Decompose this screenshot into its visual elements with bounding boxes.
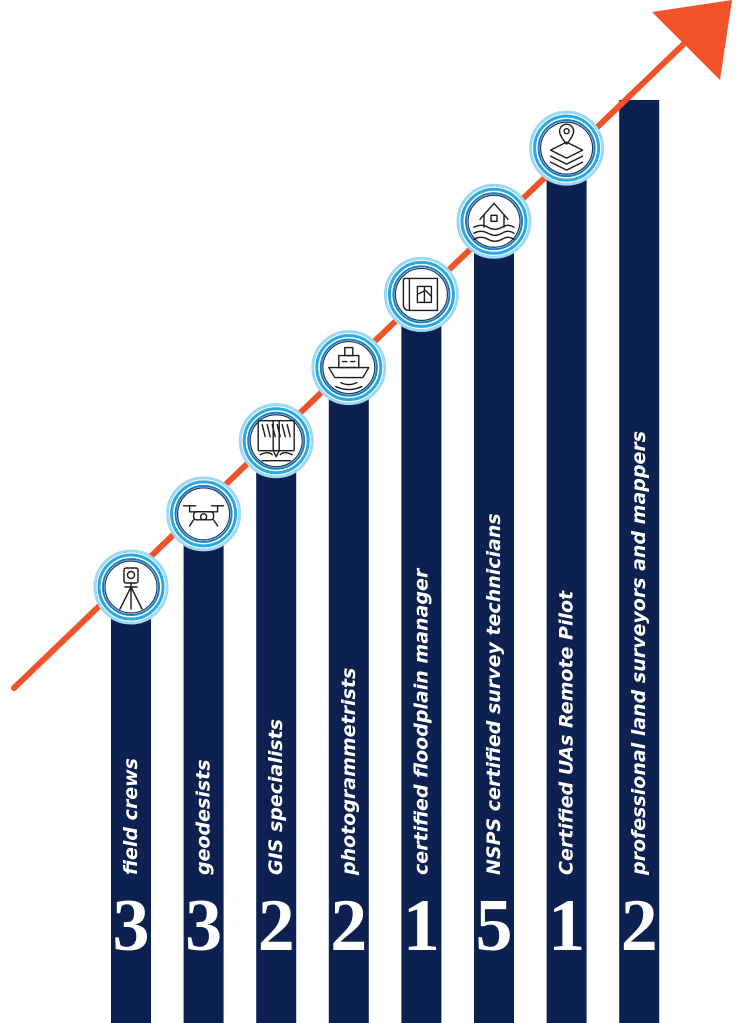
floodplain-map-icon: [383, 256, 459, 332]
staff-bar-4: photogrammetrists 2: [328, 392, 369, 1023]
bar-count: 3: [113, 885, 150, 967]
bar-label: photogrammetrists: [338, 668, 360, 876]
staff-bar-2: geodesists 3: [183, 538, 224, 1023]
bar-column: [619, 100, 660, 1023]
bar-count: 1: [403, 885, 440, 967]
staff-bar-6: NSPS certified survey technicians 5: [474, 246, 514, 1023]
flooded-house-icon: [456, 183, 532, 259]
bar-label: Certified UAs Remote Pilot: [556, 590, 578, 875]
arrow-head: [652, 0, 732, 80]
drone-icon: [166, 476, 242, 552]
bar-label: geodesists: [193, 759, 215, 875]
bar-count: 1: [548, 885, 585, 967]
layered-map-pin-icon: [529, 110, 605, 186]
staff-bar-8: professional land surveyors and mappers 2: [619, 100, 660, 1023]
bar-column: [111, 612, 151, 1023]
bar-count: 3: [185, 885, 222, 967]
survey-vessel-icon: [311, 330, 387, 406]
bar-column: [546, 173, 587, 1023]
bar-label: NSPS certified survey technicians: [483, 513, 505, 875]
bar-count: 2: [621, 885, 658, 967]
bar-label: certified floodplain manager: [410, 567, 432, 875]
bar-count: 2: [258, 885, 295, 967]
bar-column: [401, 319, 442, 1023]
bar-label: professional land surveyors and mappers: [628, 431, 650, 876]
bar-column: [183, 538, 224, 1023]
bar-count: 5: [476, 885, 513, 967]
bar-label: GIS specialists: [265, 719, 287, 875]
soil-boring-icon: [238, 403, 314, 479]
staff-bar-5: certified floodplain manager 1: [401, 319, 442, 1023]
survey-tripod-icon: [93, 549, 169, 625]
bar-column: [328, 392, 369, 1023]
bar-count: 2: [330, 885, 367, 967]
bar-column: [474, 246, 514, 1023]
staff-bar-3: GIS specialists 2: [256, 465, 297, 1023]
staff-bar-7: Certified UAs Remote Pilot 1: [546, 173, 587, 1023]
staff-bar-1: field crews 3: [111, 612, 151, 1023]
bar-label: field crews: [120, 758, 142, 875]
bar-column: [256, 465, 297, 1023]
